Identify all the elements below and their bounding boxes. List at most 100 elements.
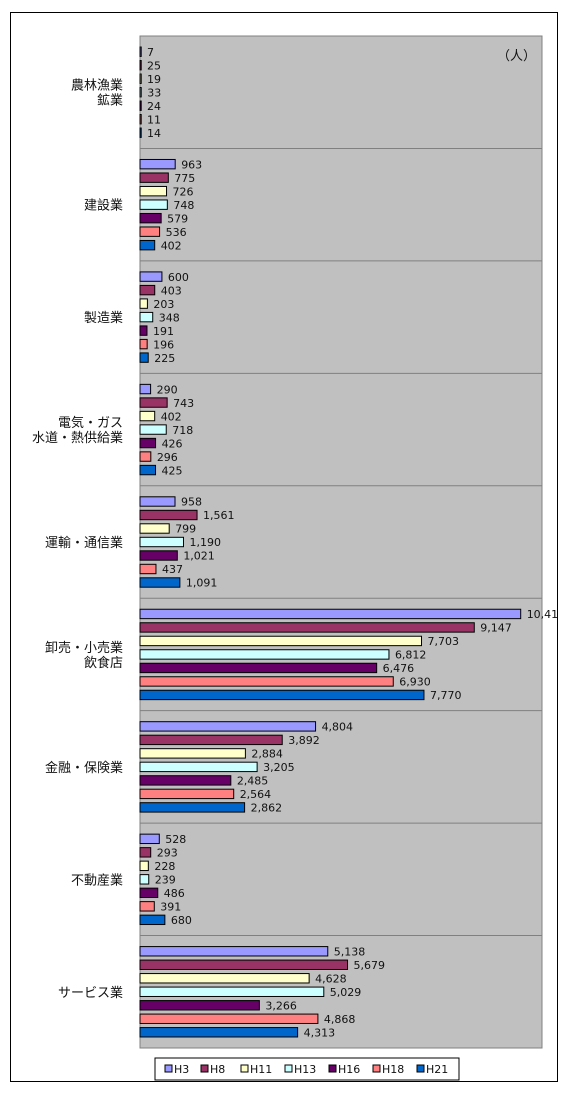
- data-label: 1,561: [203, 509, 235, 522]
- data-label: 33: [147, 86, 161, 99]
- data-label: 1,091: [186, 577, 218, 590]
- data-label: 239: [155, 874, 176, 887]
- legend-swatch: [416, 1064, 425, 1073]
- data-label: 402: [161, 239, 182, 252]
- bar: [139, 946, 329, 957]
- bar: [139, 410, 156, 422]
- data-label: 536: [166, 226, 187, 239]
- data-label: 680: [171, 914, 192, 927]
- data-label: 348: [159, 311, 180, 324]
- legend-label: H21: [426, 1063, 448, 1076]
- bar: [139, 87, 142, 98]
- data-label: 3,892: [288, 734, 320, 747]
- bar: [139, 689, 425, 701]
- data-label: 293: [157, 847, 178, 860]
- bar: [139, 352, 149, 363]
- bar: [139, 338, 148, 350]
- bar: [139, 577, 181, 588]
- category-label: 不動産業: [71, 872, 123, 888]
- data-label: 403: [161, 284, 182, 297]
- data-label: 296: [157, 451, 178, 464]
- data-label: 963: [181, 158, 202, 171]
- bar: [139, 298, 148, 309]
- bar: [139, 833, 160, 845]
- data-label: 6,930: [399, 676, 431, 689]
- data-label: 486: [164, 887, 185, 900]
- bar: [139, 887, 159, 899]
- data-label: 7: [147, 46, 154, 59]
- category-label: 鉱業: [97, 93, 123, 109]
- data-label: 2,485: [237, 775, 269, 788]
- data-label: 7,770: [430, 689, 462, 702]
- data-label: 7,703: [428, 635, 460, 648]
- legend-label: H16: [338, 1063, 360, 1076]
- legend-swatch: [164, 1064, 173, 1073]
- legend-swatch: [200, 1064, 209, 1073]
- bar: [139, 649, 390, 660]
- legend-box: [154, 1057, 460, 1081]
- category-label: 金融・保険業: [45, 760, 123, 776]
- data-label: 528: [165, 833, 186, 846]
- bar: [139, 536, 184, 548]
- bar: [139, 311, 154, 323]
- data-label: 14: [147, 127, 161, 140]
- bar: [139, 172, 169, 183]
- chart-frame: （人） 農林漁業 鉱業 7 25 19 33 24 11 14 建設業 963 775 726 748 579…: [10, 12, 559, 1082]
- data-label: 2,564: [240, 788, 272, 801]
- bar: [139, 100, 142, 111]
- data-label: 402: [161, 410, 182, 423]
- bar: [139, 239, 156, 251]
- bar: [139, 464, 157, 476]
- data-label: 203: [153, 298, 174, 311]
- bar: [139, 73, 142, 84]
- data-label: 437: [162, 563, 183, 576]
- data-label: 25: [147, 59, 161, 72]
- bar: [139, 199, 168, 210]
- data-label: 426: [162, 437, 183, 450]
- bar: [139, 622, 475, 633]
- data-label: 5,138: [334, 945, 366, 958]
- bar: [139, 788, 235, 800]
- category-label: サービス業: [58, 985, 123, 1001]
- bar: [139, 185, 168, 197]
- bar: [139, 721, 317, 732]
- data-label: 228: [154, 860, 175, 873]
- bar: [139, 761, 258, 773]
- bar: [139, 114, 142, 125]
- data-label: 748: [173, 199, 194, 212]
- bar: [139, 60, 142, 71]
- bar: [139, 775, 232, 786]
- bar: [139, 748, 246, 759]
- data-label: 718: [172, 424, 193, 437]
- bar: [139, 914, 166, 926]
- category-label: 水道・熱供給業: [32, 430, 123, 446]
- data-label: 391: [160, 901, 181, 914]
- data-label: 1,190: [189, 536, 221, 549]
- category-label: 電気・ガス: [58, 415, 123, 431]
- bar: [139, 523, 170, 534]
- bar: [139, 437, 157, 449]
- bar: [139, 226, 161, 237]
- data-label: 196: [153, 338, 174, 351]
- bar: [139, 901, 155, 912]
- data-label: 11: [147, 113, 161, 126]
- data-label: 4,868: [324, 1013, 356, 1026]
- data-label: 2,862: [251, 802, 282, 815]
- category-label: 農林漁業: [71, 78, 123, 94]
- bar: [139, 1013, 319, 1024]
- bar: [139, 734, 283, 746]
- data-label: 1,021: [183, 550, 215, 563]
- legend-label: H13: [294, 1063, 316, 1076]
- data-label: 726: [173, 185, 194, 198]
- data-label: 775: [174, 172, 195, 185]
- unit-label: （人）: [497, 49, 536, 64]
- data-label: 24: [147, 100, 161, 113]
- bar: [139, 662, 378, 674]
- bar: [139, 127, 142, 138]
- bar: [139, 802, 246, 813]
- data-label: 6,812: [395, 649, 427, 662]
- bar: [139, 46, 142, 57]
- data-label: 225: [154, 352, 175, 365]
- category-label: 製造業: [84, 310, 123, 326]
